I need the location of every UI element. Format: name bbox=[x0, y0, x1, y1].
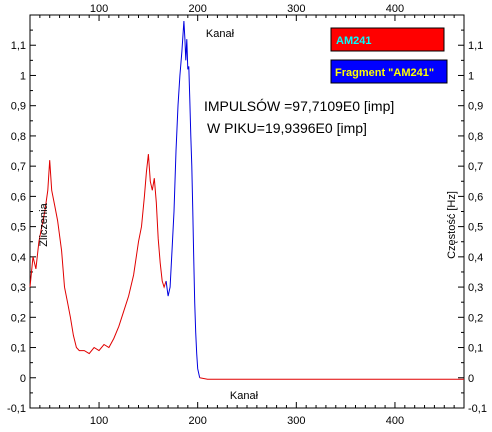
y-tick-label-right: 0,3 bbox=[468, 282, 483, 294]
legend-label-fragment: Fragment "AM241" bbox=[335, 67, 434, 79]
y-tick-label-left: 1 bbox=[20, 70, 26, 82]
y-tick-label-left: 0,1 bbox=[11, 343, 26, 355]
x-tick-label-bottom: 300 bbox=[287, 415, 305, 427]
y-tick-label-right: 0,1 bbox=[468, 343, 483, 355]
y-tick-label-right: 0 bbox=[468, 373, 474, 385]
y-tick-label-right: 0,8 bbox=[468, 131, 483, 143]
x-tick-label-top: 300 bbox=[287, 3, 305, 15]
y-tick-label-left: 0,7 bbox=[11, 161, 26, 173]
y-tick-label-right: 0,2 bbox=[468, 312, 483, 324]
ticks-group: 100 200 300 400 100 200 300 400 -0,1 -0,1 0 0 0,1 0,1… bbox=[7, 3, 487, 427]
x-tick-label-bottom: 400 bbox=[386, 415, 404, 427]
y-tick-label-left: 0,8 bbox=[11, 131, 26, 143]
legend: AM241 Fragment "AM241" bbox=[330, 27, 448, 84]
annotation-impulses: IMPULSÓW =97,7109E0 [imp] bbox=[204, 98, 394, 114]
y-tick-label-right: -0,1 bbox=[468, 403, 487, 415]
x-tick-label-bottom: 200 bbox=[189, 415, 207, 427]
annotation-peak: W PIKU=19,9396E0 [imp] bbox=[207, 120, 367, 136]
y-tick-label-left: 0,6 bbox=[11, 191, 26, 203]
x-tick-label-top: 400 bbox=[386, 3, 404, 15]
series-line-0 bbox=[29, 154, 167, 355]
x-axis-label-top: Kanał bbox=[206, 28, 235, 40]
series-line-1 bbox=[165, 20, 201, 378]
y-tick-label-right: 0,5 bbox=[468, 222, 483, 234]
x-tick-label-bottom: 100 bbox=[90, 415, 108, 427]
y-tick-label-left: 1,1 bbox=[11, 40, 26, 52]
y-tick-label-right: 0,9 bbox=[468, 101, 483, 113]
x-tick-label-top: 100 bbox=[90, 3, 108, 15]
x-tick-label-top: 200 bbox=[189, 3, 207, 15]
y-tick-label-right: 0,4 bbox=[468, 252, 483, 264]
y-tick-label-left: 0,5 bbox=[11, 222, 26, 234]
y-tick-label-left: 0,3 bbox=[11, 282, 26, 294]
y-tick-label-left: -0,1 bbox=[7, 403, 26, 415]
y-axis-label-right: Częstość [Hz] bbox=[446, 191, 458, 259]
y-tick-label-left: 0,4 bbox=[11, 252, 26, 264]
y-tick-label-right: 0,7 bbox=[468, 161, 483, 173]
legend-swatch-am241 bbox=[330, 27, 445, 52]
series-group bbox=[29, 20, 464, 380]
y-tick-label-left: 0,9 bbox=[11, 101, 26, 113]
x-axis-label-bottom: Kanał bbox=[230, 390, 259, 402]
legend-swatch-fragment bbox=[330, 59, 448, 84]
legend-label-am241: AM241 bbox=[336, 35, 371, 47]
y-tick-label-right: 1 bbox=[468, 70, 474, 82]
series-line-2 bbox=[199, 377, 464, 380]
y-tick-label-right: 1,1 bbox=[468, 40, 483, 52]
y-tick-label-right: 0,6 bbox=[468, 191, 483, 203]
y-axis-label-left: Zliczenia bbox=[38, 202, 50, 246]
y-tick-label-left: 0 bbox=[20, 373, 26, 385]
y-tick-label-left: 0,2 bbox=[11, 312, 26, 324]
